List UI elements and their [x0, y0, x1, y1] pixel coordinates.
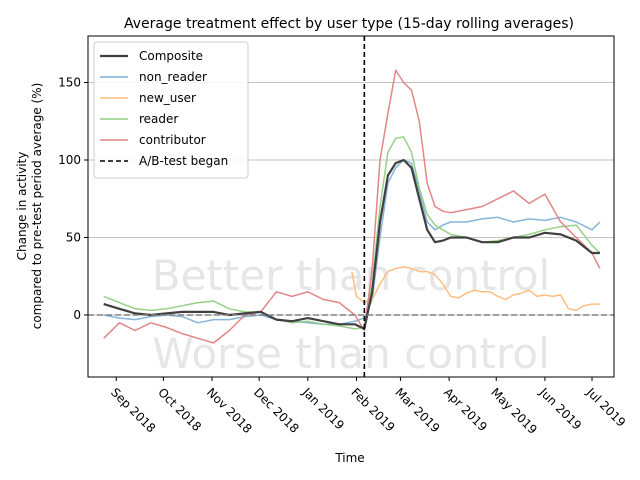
x-tick-label: Apr 2019 — [441, 385, 490, 434]
y-axis-label-line2: compared to pre-test period average (%) — [30, 83, 44, 330]
worse-annotation: Worse than control — [152, 329, 549, 378]
series-layer — [103, 69, 601, 344]
y-tick-label: 0 — [73, 308, 81, 322]
legend-label: contributor — [139, 133, 206, 147]
chart-title: Average treatment effect by user type (1… — [124, 16, 574, 32]
x-tick-label: Jan 2019 — [299, 385, 347, 433]
x-tick-label: Sep 2018 — [108, 385, 158, 435]
x-tick-label: Jun 2019 — [536, 385, 584, 433]
plot-area: Better than control Worse than control — [87, 35, 615, 378]
y-axis-label: Change in activity compared to pre-test … — [15, 83, 44, 330]
series-line-composite — [103, 158, 600, 330]
legend-label: reader — [139, 112, 178, 126]
y-axis-label-line1: Change in activity — [15, 152, 29, 261]
legend-box — [93, 41, 249, 179]
x-tick-label: Jul 2019 — [583, 385, 628, 430]
x-tick-label: May 2019 — [488, 385, 540, 437]
x-tick-label: Feb 2019 — [348, 385, 397, 434]
x-tick-label: Dec 2018 — [251, 385, 302, 436]
y-tick-label: 150 — [58, 76, 81, 90]
x-tick-label: Mar 2019 — [392, 385, 442, 435]
plot-frame — [87, 35, 615, 378]
series-line-non-reader — [103, 159, 601, 326]
x-tick-label: Oct 2018 — [155, 385, 204, 434]
y-tick-label: 50 — [66, 231, 81, 245]
legend-label: Composite — [139, 49, 203, 63]
x-tick-label: Nov 2018 — [204, 385, 255, 436]
series-line-new-user — [351, 266, 600, 312]
x-axis-label: Time — [334, 451, 364, 465]
y-axis: 0 50 100 150 — [58, 76, 88, 322]
y-tick-label: 100 — [58, 153, 81, 167]
legend-label: A/B-test began — [139, 154, 228, 168]
legend-label: new_user — [139, 91, 196, 105]
legend-label: non_reader — [139, 70, 207, 84]
series-line-contributor — [103, 69, 601, 344]
